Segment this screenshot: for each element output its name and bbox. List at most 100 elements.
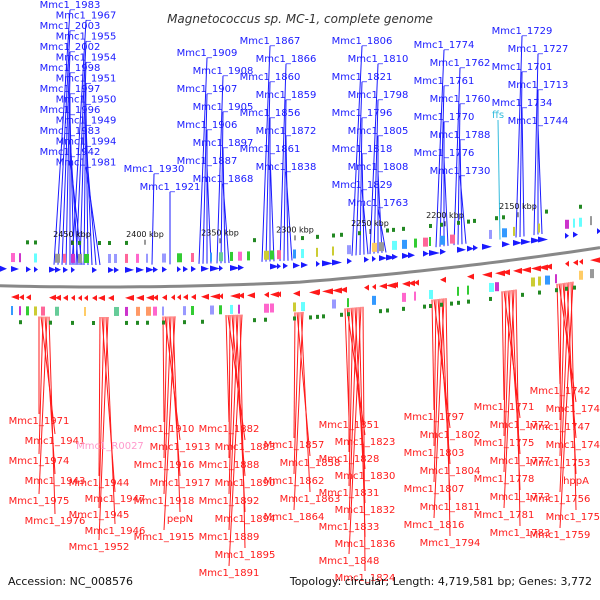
- gene-label: Mmc1_1727: [508, 44, 569, 55]
- gc-marker: [467, 299, 470, 304]
- reverse-gene-mark: [183, 294, 188, 301]
- gc-marker: [49, 320, 52, 325]
- gene-label: Mmc1_1744: [508, 116, 569, 127]
- label-connector: [57, 30, 71, 265]
- category-box: [372, 295, 376, 305]
- forward-gene-mark: [136, 266, 144, 273]
- forward-gene-mark: [283, 262, 288, 269]
- category-box: [55, 253, 60, 263]
- forward-gene-mark: [322, 260, 333, 267]
- gene-label: Mmc1_1832: [335, 505, 396, 516]
- category-box: [402, 292, 406, 302]
- label-connector: [105, 316, 116, 525]
- gc-marker: [423, 304, 426, 309]
- forward-gene-mark: [347, 258, 352, 265]
- gc-marker: [78, 240, 81, 245]
- category-box: [392, 240, 397, 250]
- gene-label: Mmc1_1797: [404, 412, 465, 423]
- forward-gene-mark: [513, 239, 522, 246]
- reverse-gene-mark: [521, 266, 531, 273]
- label-connector: [69, 135, 79, 265]
- label-connector: [283, 99, 287, 261]
- backbone: [0, 246, 600, 289]
- gene-label: Mmc1_1943: [25, 476, 86, 487]
- gene-label: Mmc1_1742: [530, 386, 591, 397]
- reverse-gene-mark: [71, 294, 75, 301]
- gene-label: Mmc1_1860: [240, 72, 301, 83]
- label-connector: [348, 307, 358, 521]
- backbone-line: [0, 246, 600, 289]
- gene-label: Mmc1_1759: [530, 530, 591, 541]
- category-box: [590, 216, 592, 226]
- scale-tick-label: 2150 kbp: [499, 202, 537, 211]
- gene-label: Mmc1_1996: [40, 105, 101, 116]
- reverse-gene-mark: [171, 294, 175, 301]
- reverse-gene-mark: [495, 270, 505, 277]
- reverse-gene-mark: [153, 294, 158, 301]
- label-connector: [433, 299, 437, 447]
- gene-label: Mmc1_1915: [134, 532, 195, 543]
- forward-gene-mark: [565, 232, 569, 239]
- category-box: [191, 305, 194, 315]
- label-connector: [261, 45, 271, 262]
- gc-marker: [19, 320, 22, 325]
- gene-label: Mmc1_1811: [420, 502, 481, 513]
- gene-label: Mmc1_1930: [124, 164, 185, 175]
- scale-tick-label: 2450 kbp: [53, 230, 91, 239]
- reverse-gene-mark: [293, 290, 300, 297]
- reverse-gene-mark: [247, 292, 255, 299]
- category-box: [502, 228, 507, 238]
- gc-marker: [332, 233, 335, 238]
- gene-labels: Mmc1_1983Mmc1_1967Mmc1_2003Mmc1_1955Mmc1…: [9, 0, 600, 584]
- category-box: [579, 270, 583, 280]
- gc-marker: [467, 219, 470, 224]
- category-box: [78, 253, 82, 263]
- gene-label: Mmc1_1833: [319, 522, 380, 533]
- gene-label: Mmc1_1857: [264, 440, 325, 451]
- gene-label: Mmc1_1983: [40, 126, 101, 137]
- gene-label: Mmc1_1794: [420, 538, 481, 549]
- forward-gene-mark: [34, 266, 38, 273]
- label-connector: [559, 281, 574, 529]
- label-connector: [285, 135, 289, 261]
- scale-tick-label: 2200 kbp: [426, 211, 464, 220]
- gc-marker: [489, 296, 492, 301]
- gc-marker: [379, 309, 382, 314]
- label-connector: [293, 312, 300, 475]
- gene-label: Mmc1_1998: [40, 63, 101, 74]
- category-box: [55, 306, 59, 316]
- summary-text: Topology: circular; Length: 4,719,581 bp…: [289, 575, 592, 588]
- category-box: [440, 235, 445, 245]
- reverse-gene-mark: [316, 288, 320, 295]
- reverse-gene-mark: [440, 276, 446, 283]
- label-connector: [515, 35, 523, 238]
- forward-gene-mark: [125, 266, 134, 273]
- label-connector: [38, 316, 44, 455]
- reverse-gene-mark: [92, 294, 97, 301]
- gene-label: Mmc1_1829: [332, 180, 393, 191]
- gene-label: Mmc1_1994: [56, 137, 117, 148]
- gene-label: Mmc1_1783: [490, 528, 551, 539]
- label-connector: [163, 316, 172, 495]
- reverse-gene-mark: [590, 257, 600, 263]
- gene-label: Mmc1_1701: [492, 62, 553, 73]
- gc-marker: [440, 222, 443, 227]
- category-box: [531, 277, 535, 287]
- reverse-gene-mark: [531, 265, 541, 272]
- category-box: [146, 253, 148, 263]
- gc-marker: [125, 320, 128, 325]
- gene-label: Mmc1_1788: [430, 130, 491, 141]
- category-box: [136, 253, 139, 263]
- label-connector: [293, 311, 304, 511]
- gene-label: Mmc1_1863: [280, 494, 341, 505]
- label-connector: [443, 157, 449, 246]
- gene-label: Mmc1_1818: [332, 144, 393, 155]
- category-box: [146, 306, 151, 316]
- gene-label: Mmc1_1856: [240, 108, 301, 119]
- category-box: [450, 234, 455, 244]
- label-connector: [222, 147, 226, 264]
- category-box: [177, 253, 182, 263]
- label-connector: [570, 281, 577, 511]
- forward-gene-mark: [597, 228, 600, 235]
- gene-label: Mmc1_1777: [490, 456, 551, 467]
